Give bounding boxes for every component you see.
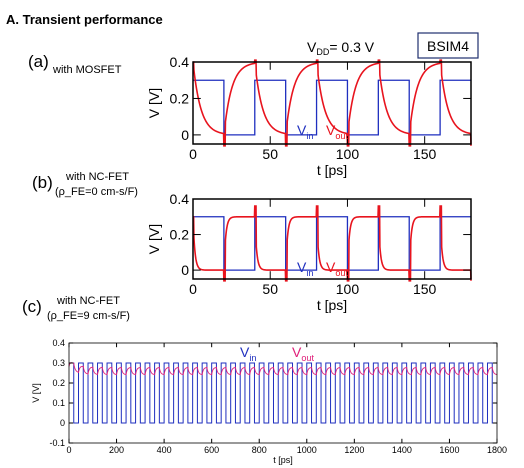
panel-a-frame (192, 61, 472, 145)
panel-a-xlabel: t [ps] (317, 162, 347, 178)
panel-a-plot: 0 50 100 150 0 0.2 0.4 t [ps] V [V] Vin Vout (146, 54, 472, 178)
panel-c-ylabel: V [V] (31, 383, 41, 403)
panel-c-ytick-label: -0.1 (49, 438, 65, 448)
panel-c-vout-trace (68, 362, 498, 376)
panel-b-xlabel: t [ps] (317, 297, 347, 313)
panel-c-ytick-label: 0.3 (52, 358, 65, 368)
panel-b-plot: 0 50 100 150 0 0.2 0.4 t [ps] V [V] Vin Vout (146, 191, 472, 313)
model-badge-text: BSIM4 (427, 38, 469, 54)
panel-c-xtick-label: 0 (66, 445, 71, 455)
panel-a-vin-trace (193, 79, 471, 136)
panel-c-xtick-label: 1000 (297, 445, 317, 455)
panel-c-frame (68, 342, 498, 444)
panel-b-ytick-label: 0 (181, 262, 189, 278)
panel-b-ytick-label: 0.2 (170, 226, 190, 242)
panel-a-ylabel: V [V] (146, 88, 162, 118)
panel-c-xtick-label: 1800 (487, 445, 507, 455)
panel-a-xtick-label: 0 (189, 146, 197, 162)
panel-c-xtick-label: 1200 (344, 445, 364, 455)
panel-b-series-label-in: Vin (297, 259, 313, 278)
panel-c-subtitle-line-1: with NC-FET (56, 295, 120, 307)
panel-a-series-label-out: Vout (326, 122, 348, 141)
panel-c-series-label-in: Vin (240, 344, 256, 363)
section-title: A. Transient performance (6, 12, 163, 27)
panel-c-xtick-label: 600 (204, 445, 219, 455)
panel-b-series-label-out: Vout (326, 259, 348, 278)
panel-a-xtick-label: 150 (413, 146, 437, 162)
panel-c-xtick-label: 1400 (392, 445, 412, 455)
supply-voltage-label: VDD= 0.3 V (307, 39, 375, 57)
panel-b: (b) with NC-FET (ρ_FE=0 cm-s/F) 0 50 100 15… (32, 171, 472, 313)
panel-a-ytick-label: 0.4 (170, 54, 190, 70)
panel-c-xlabel: t [ps] (273, 455, 293, 465)
panel-b-frame (192, 198, 472, 280)
panel-c-xtick-label: 400 (157, 445, 172, 455)
panel-a-ytick-label: 0.2 (170, 90, 190, 106)
panel-c-vin-trace (69, 362, 497, 424)
panel-c: (c) with NC-FET (ρ_FE=9 cm-s/F) 0 200 400 6… (22, 295, 507, 465)
panel-c-series-label-out: Vout (292, 344, 314, 363)
panel-c-label: (c) (22, 297, 42, 316)
panel-a-series-label-in: Vin (297, 122, 313, 141)
panel-c-ytick-label: 0.2 (52, 378, 65, 388)
panel-a-label: (a) (28, 52, 49, 71)
panel-b-xtick-label: 50 (262, 281, 278, 297)
panel-b-ylabel: V [V] (146, 224, 162, 254)
panel-b-vout-trace (192, 205, 472, 282)
panel-b-label: (b) (32, 173, 53, 192)
panel-b-vin-trace (193, 216, 471, 271)
panel-c-xtick-label: 800 (252, 445, 267, 455)
panel-a-xtick-label: 50 (262, 146, 278, 162)
model-badge: BSIM4 (417, 32, 479, 59)
panel-b-xtick-label: 0 (189, 281, 197, 297)
panel-c-xtick-label: 1600 (439, 445, 459, 455)
panel-c-xtick-label: 200 (109, 445, 124, 455)
panel-a-vout-trace (192, 59, 472, 147)
panel-b-xtick-label: 150 (413, 281, 437, 297)
panel-b-xtick-label: 100 (336, 281, 360, 297)
panel-b-ytick-label: 0.4 (170, 191, 190, 207)
panel-a-subtitle: with MOSFET (52, 64, 122, 76)
panel-c-ytick-label: 0.4 (52, 338, 65, 348)
panel-a-ytick-label: 0 (181, 127, 189, 143)
panel-c-plot: 0 200 400 600 800 1000 1200 1400 1600 1800-0.100.… (31, 338, 507, 465)
panel-b-subtitle-line-1: with NC-FET (65, 171, 129, 183)
panel-c-subtitle-line-2: (ρ_FE=9 cm-s/F) (47, 310, 130, 322)
panel-c-ytick-label: 0.1 (52, 398, 65, 408)
panel-b-subtitle-line-2: (ρ_FE=0 cm-s/F) (55, 186, 138, 198)
panel-c-ytick-label: 0 (60, 418, 65, 428)
panel-a: (a) with MOSFET 0 50 100 150 0 0.2 0.4 t [ps] V … (28, 52, 472, 178)
panel-a-xtick-label: 100 (336, 146, 360, 162)
